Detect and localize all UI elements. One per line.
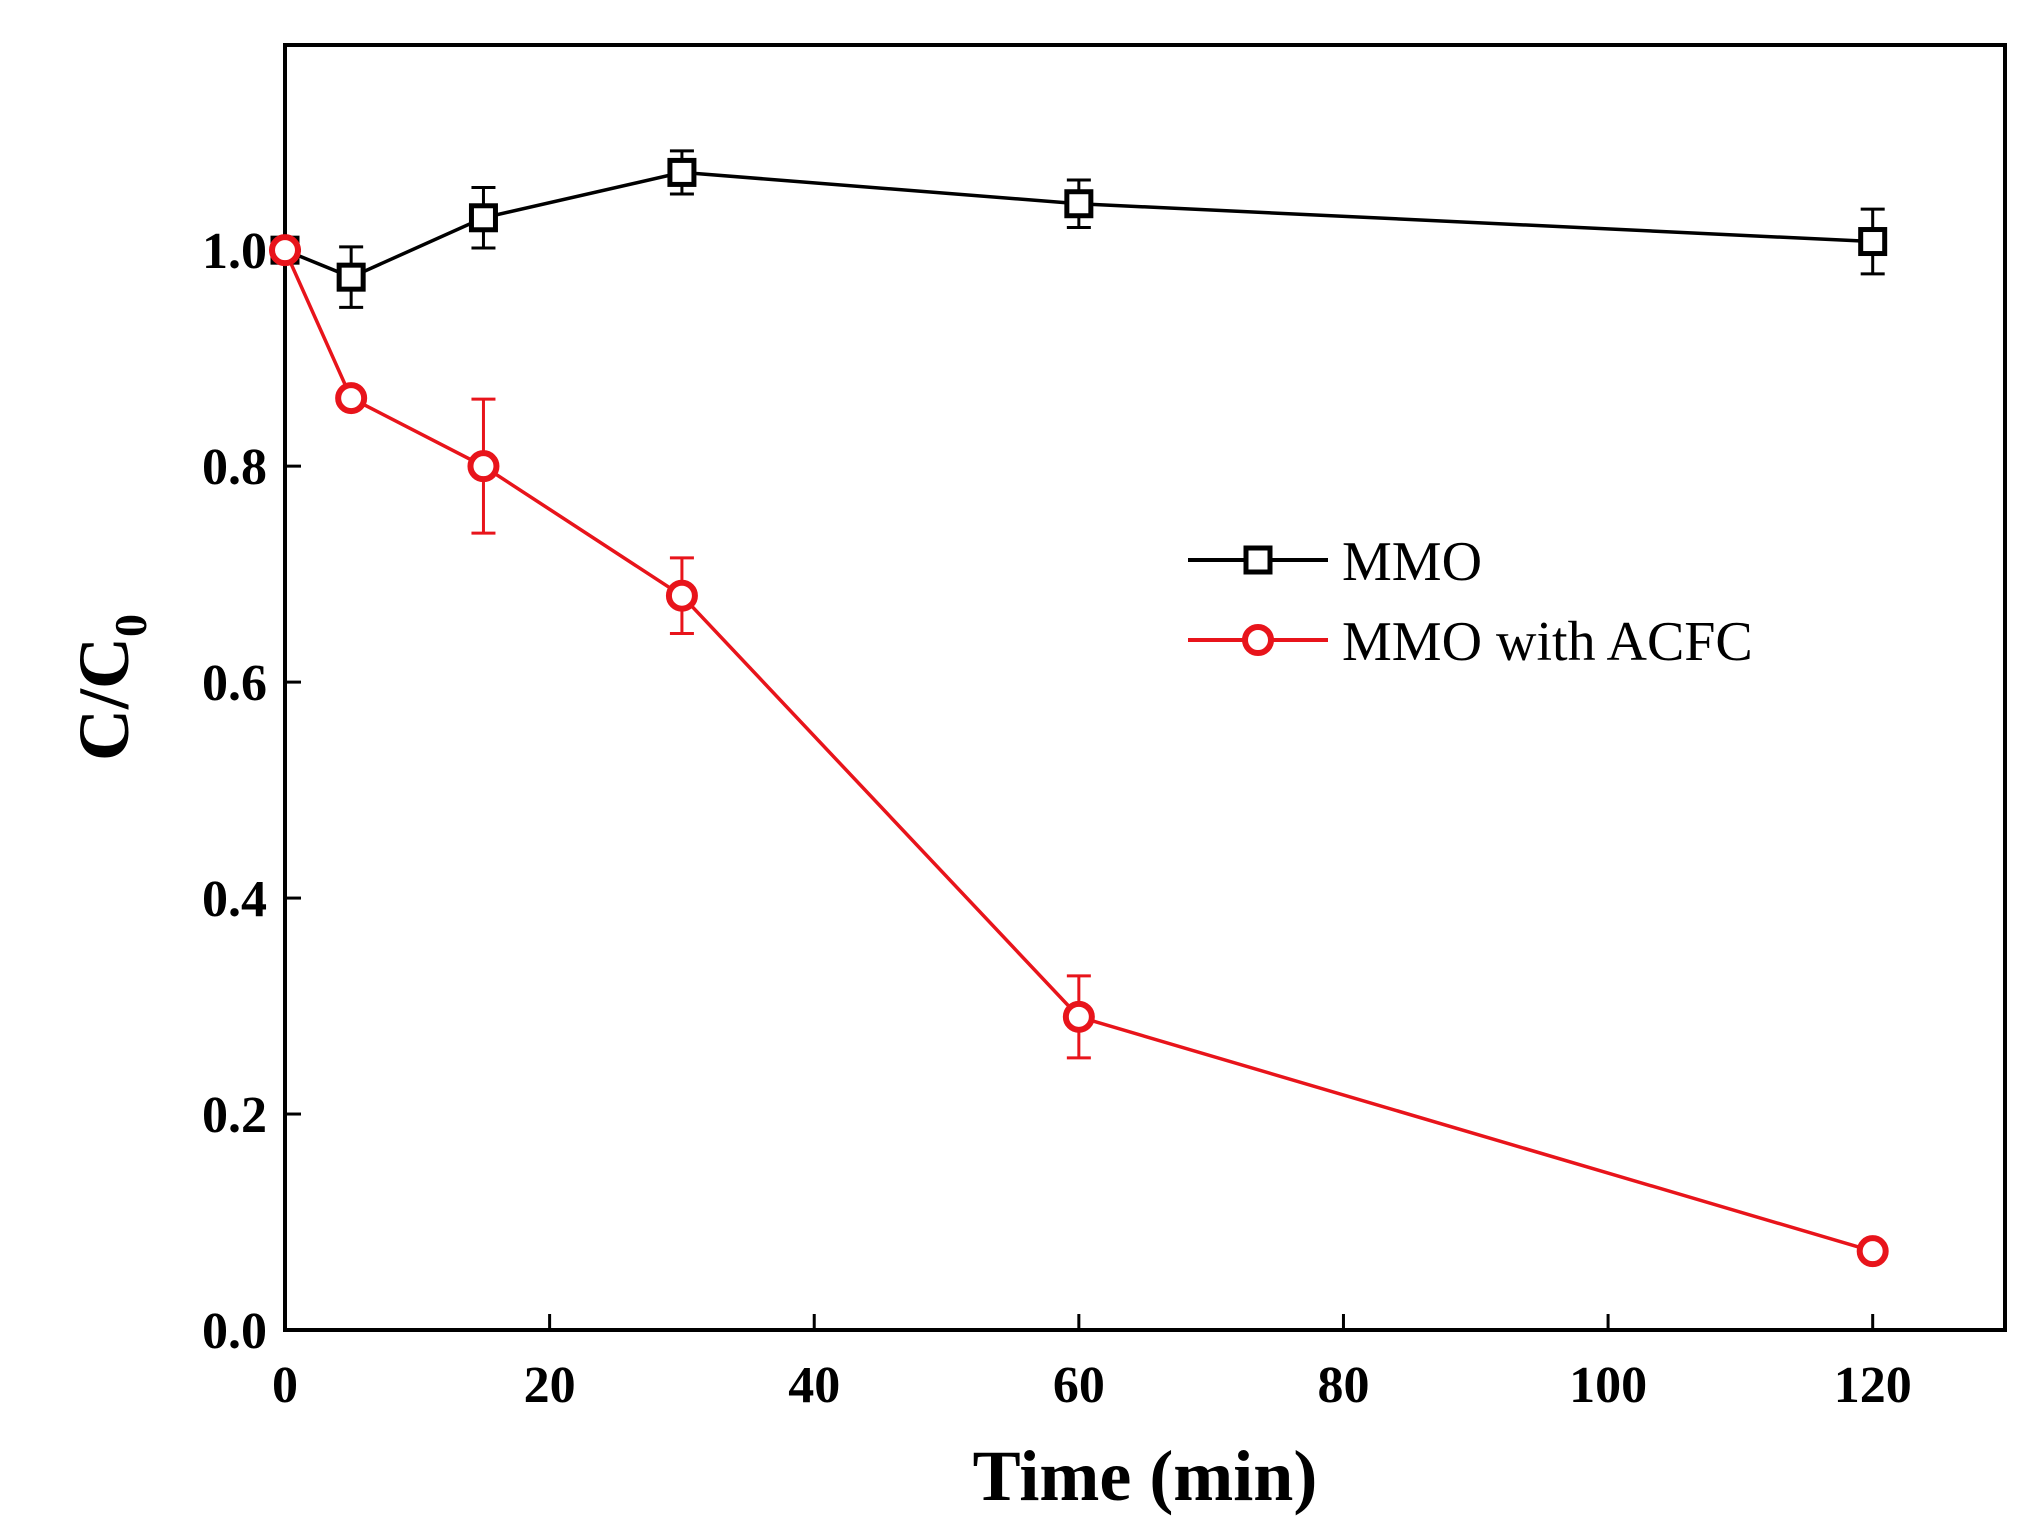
- x-axis-title: Time (min): [973, 1436, 1318, 1516]
- y-tick-label: 0.2: [202, 1087, 267, 1144]
- x-tick-label: 60: [1053, 1357, 1105, 1414]
- data-point: [667, 157, 697, 187]
- data-point: [269, 234, 301, 267]
- plot-frame: [283, 43, 2007, 1332]
- legend-marker: [1242, 624, 1274, 656]
- legend-marker: [1243, 545, 1273, 575]
- data-point: [336, 262, 366, 292]
- x-tick-label: 20: [524, 1357, 576, 1414]
- y-tick-label: 0.6: [202, 655, 267, 712]
- series-2: [269, 234, 1889, 1268]
- y-axis-ticks: 0.0 0.2 0.4 0.6 0.8 1.0: [202, 223, 301, 1360]
- x-tick-label: 100: [1569, 1357, 1647, 1414]
- series-line: [283, 249, 1874, 1253]
- data-point: [1062, 1000, 1095, 1033]
- legend: MMO MMO with ACFC: [1188, 531, 1753, 673]
- y-axis-title: C/C0: [64, 614, 156, 761]
- y-tick-label: 0.8: [202, 439, 267, 496]
- x-tick-label: 40: [788, 1357, 840, 1414]
- y-tick-label: 1.0: [202, 223, 267, 280]
- x-axis-ticks: 0 20 40 60 80 100 120: [272, 1314, 1912, 1414]
- x-tick-label: 0: [272, 1357, 298, 1414]
- series-layer: [269, 149, 1889, 1268]
- series-1: [270, 149, 1888, 309]
- data-point: [1858, 227, 1888, 257]
- data-point: [1856, 1235, 1889, 1268]
- legend-label: MMO with ACFC: [1342, 611, 1753, 673]
- x-tick-label: 120: [1834, 1357, 1912, 1414]
- data-point: [335, 382, 368, 415]
- y-axis-title-subscript: 0: [105, 614, 156, 637]
- y-tick-label: 0.4: [202, 871, 267, 928]
- y-tick-label: 0.0: [202, 1303, 267, 1360]
- data-point: [468, 203, 498, 233]
- y-axis-title-main: C/C: [64, 637, 144, 761]
- data-point: [467, 450, 500, 483]
- x-tick-label: 80: [1317, 1357, 1369, 1414]
- data-point: [1064, 189, 1094, 219]
- legend-label: MMO: [1342, 531, 1482, 593]
- data-point: [665, 579, 698, 612]
